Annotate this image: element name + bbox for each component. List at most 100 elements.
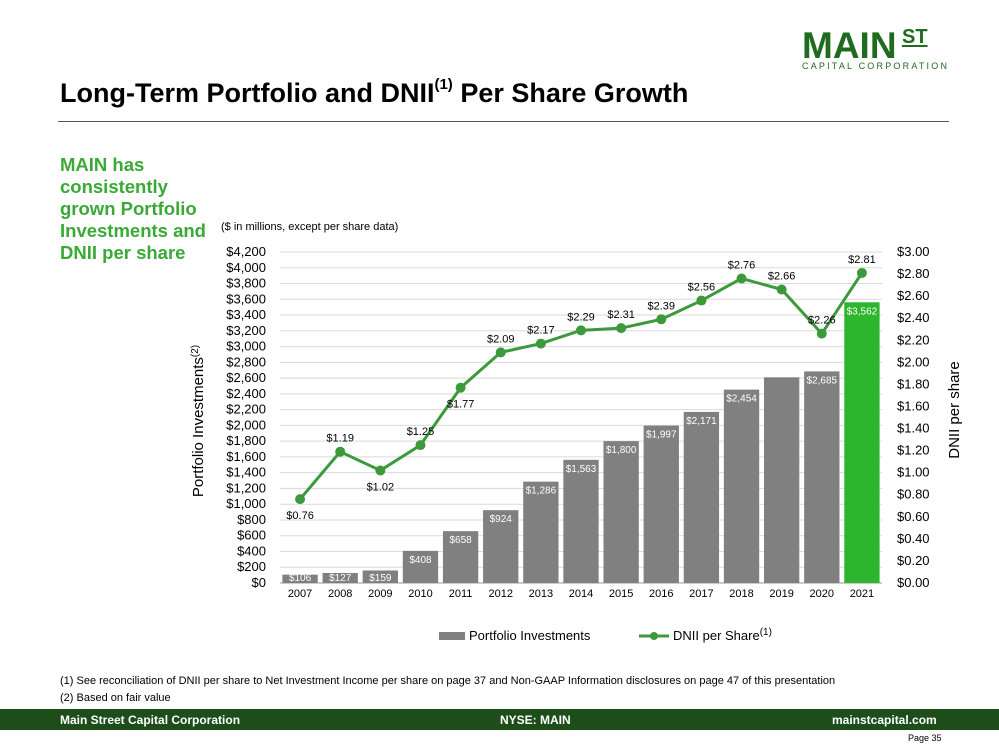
dnii-value-label: $2.09 [487,333,515,345]
chart-note: ($ in millions, except per share data) [221,221,398,233]
dnii-value-label: $1.77 [447,399,475,411]
bar-value-label: $1,800 [606,445,637,456]
bar [563,459,599,583]
x-tick-label: 2007 [288,588,312,600]
y-left-tick-label: $3,400 [226,307,266,322]
y-left-tick-label: $3,000 [226,339,266,354]
logo-st-text: ST [902,26,928,48]
legend-bar-swatch [439,632,465,640]
footer-website[interactable]: mainstcapital.com [832,713,937,727]
dnii-point [415,440,426,451]
x-tick-label: 2012 [488,588,512,600]
dnii-point [495,347,506,358]
dnii-point [696,295,707,306]
y-left-tick-label: $0 [252,575,266,590]
y-left-axis-label: Portfolio Investments(2) [190,345,207,497]
y-left-tick-label: $1,600 [226,449,266,464]
bar-labels: $106 $127 $159 $408 $658 $924 $1,286 $1,563 $1,8… [289,306,878,584]
dnii-point [656,314,667,325]
bar-value-label: $3,562 [847,306,878,317]
line-labels: $0.76 $1.19 $1.02 $1.25 $1.77 $2.09 $2.17 $2.29… [286,254,875,522]
x-tick-label: 2021 [850,588,874,600]
bar-value-label: $1,563 [566,464,597,475]
bar-value-label: $924 [490,514,513,525]
y-left-tick-label: $3,600 [226,291,266,306]
y-left-tick-label: $2,200 [226,402,266,417]
portfolio-dnii-chart: ($ in millions, except per share data) $… [190,221,963,643]
y-right-tick-label: $2.60 [897,288,930,303]
y-right-tick-label: $3.00 [897,244,930,259]
y-right-axis-label: DNII per share [946,361,963,459]
logo-subtitle: CAPITAL CORPORATION [802,61,950,71]
y-right-tick-label: $0.40 [897,531,930,546]
x-tick-label: 2009 [368,588,392,600]
y-left-tick-label: $800 [237,512,266,527]
y-left-tick-label: $200 [237,559,266,574]
y-left-tick-label: $1,400 [226,465,266,480]
y-right-tick-label: $0.00 [897,575,930,590]
callout-text: MAIN has consistently grown Portfolio In… [60,154,206,263]
x-tick-label: 2014 [569,588,593,600]
y-right-tick-label: $1.80 [897,376,930,391]
dnii-value-label: $2.26 [808,315,836,327]
y-right-tick-label: $1.40 [897,421,930,436]
line-series [295,267,867,505]
footer-ticker: NYSE: MAIN [500,713,571,727]
bar [322,572,358,583]
dnii-value-label: $2.39 [648,300,676,312]
x-tick-label: 2013 [529,588,553,600]
dnii-point [576,325,586,336]
dnii-point [736,273,747,284]
dnii-point [455,382,466,393]
y-right-ticks: $0.00 $0.20 $0.40 $0.60 $0.80 $1.00 $1.20 $1.40… [897,244,930,590]
page-title: Long-Term Portfolio and DNII(1) Per Shar… [60,76,688,109]
bar-value-label: $1,997 [646,430,677,441]
dnii-value-label: $0.76 [286,510,314,522]
bar-value-label: $127 [329,573,352,584]
bar [603,441,639,583]
legend-line-label: DNII per Share(1) [673,627,772,643]
x-tick-label: 2011 [449,588,473,600]
x-tick-label: 2008 [328,588,352,600]
legend-line-marker [650,632,658,640]
x-tick-label: 2019 [769,588,793,600]
bar [442,531,479,583]
y-left-tick-label: $2,400 [226,386,266,401]
y-right-tick-label: $2.40 [897,310,930,325]
y-left-tick-label: $400 [237,543,266,558]
dnii-point [335,446,346,457]
bar-value-label: $408 [409,555,432,566]
bar-value-label: $2,171 [686,416,717,427]
bar-value-label: $106 [289,573,312,584]
bar [723,389,760,583]
bar-value-label: $2,685 [807,375,838,386]
bar [643,425,679,583]
bar [683,411,720,583]
bar [523,481,559,583]
x-tick-label: 2016 [649,588,673,600]
y-left-tick-label: $2,600 [226,370,266,385]
y-left-tick-label: $3,200 [226,323,266,338]
footnote-2: (2) Based on fair value [60,692,171,704]
dnii-value-label: $2.56 [688,282,716,294]
page-number: Page 35 [908,733,942,743]
dnii-value-label: $2.17 [527,325,555,337]
y-right-tick-label: $1.00 [897,465,930,480]
dnii-point [375,465,386,476]
dnii-point [856,267,867,278]
title-footnote-ref: (1) [434,76,453,93]
y-right-tick-label: $0.20 [897,553,930,568]
footnotes: (1) See reconciliation of DNII per share… [60,673,835,707]
footnote-1: (1) See reconciliation of DNII per share… [60,675,836,687]
y-left-ticks: $0$200$400$600$800$1,000$1,200$1,400$1,6… [226,244,266,590]
y-right-tick-label: $1.60 [897,398,930,413]
dnii-value-label: $2.81 [848,254,876,266]
y-left-tick-label: $1,800 [226,433,266,448]
bar-value-label: $159 [369,573,392,584]
y-left-tick-label: $2,000 [226,417,266,432]
bar-value-label: $1,286 [526,486,557,497]
bar-value-label: $2,454 [726,394,757,405]
y-right-tick-label: $1.20 [897,443,930,458]
dnii-point [616,323,627,334]
dnii-value-label: $2.76 [728,259,756,271]
